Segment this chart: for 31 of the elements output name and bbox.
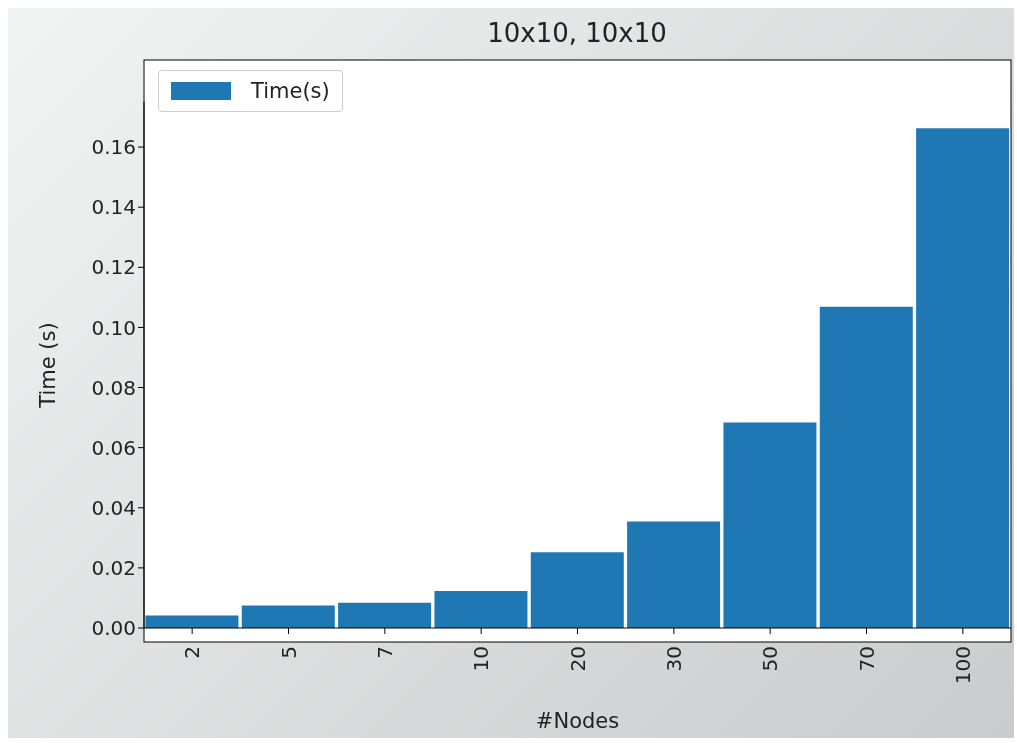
x-tick-label: 30 (661, 646, 686, 672)
x-tick-label: 70 (854, 646, 879, 672)
y-axis-title: Time (s) (36, 322, 61, 409)
chart-title: 10x10, 10x10 (486, 18, 668, 48)
y-tick-label: 0.04 (91, 495, 136, 520)
bar (145, 615, 239, 628)
x-tick-label: 20 (565, 646, 590, 672)
y-tick-label: 0.00 (91, 616, 136, 641)
bar (916, 128, 1010, 628)
bar (723, 422, 817, 628)
y-tick-label: 0.06 (91, 435, 136, 460)
y-tick-label: 0.12 (91, 255, 136, 280)
bar (241, 605, 335, 628)
legend-label: Time(s) (250, 79, 330, 103)
y-tick-label: 0.02 (91, 555, 136, 580)
bar (627, 521, 721, 628)
x-axis-title: #Nodes (535, 709, 620, 733)
bar (434, 591, 528, 628)
bar (819, 306, 913, 628)
y-tick-label: 0.08 (91, 375, 136, 400)
x-tick-label: 5 (276, 646, 301, 659)
x-tick-label: 7 (372, 646, 397, 659)
y-tick-label: 0.16 (91, 135, 136, 160)
x-tick-label: 2 (180, 646, 205, 659)
bar (338, 602, 432, 628)
x-tick-label: 100 (950, 646, 975, 685)
x-tick-label: 10 (469, 646, 494, 672)
y-tick-label: 0.10 (91, 315, 136, 340)
bar (530, 552, 624, 628)
y-tick-label: 0.14 (91, 195, 136, 220)
x-tick-label: 50 (758, 646, 783, 672)
